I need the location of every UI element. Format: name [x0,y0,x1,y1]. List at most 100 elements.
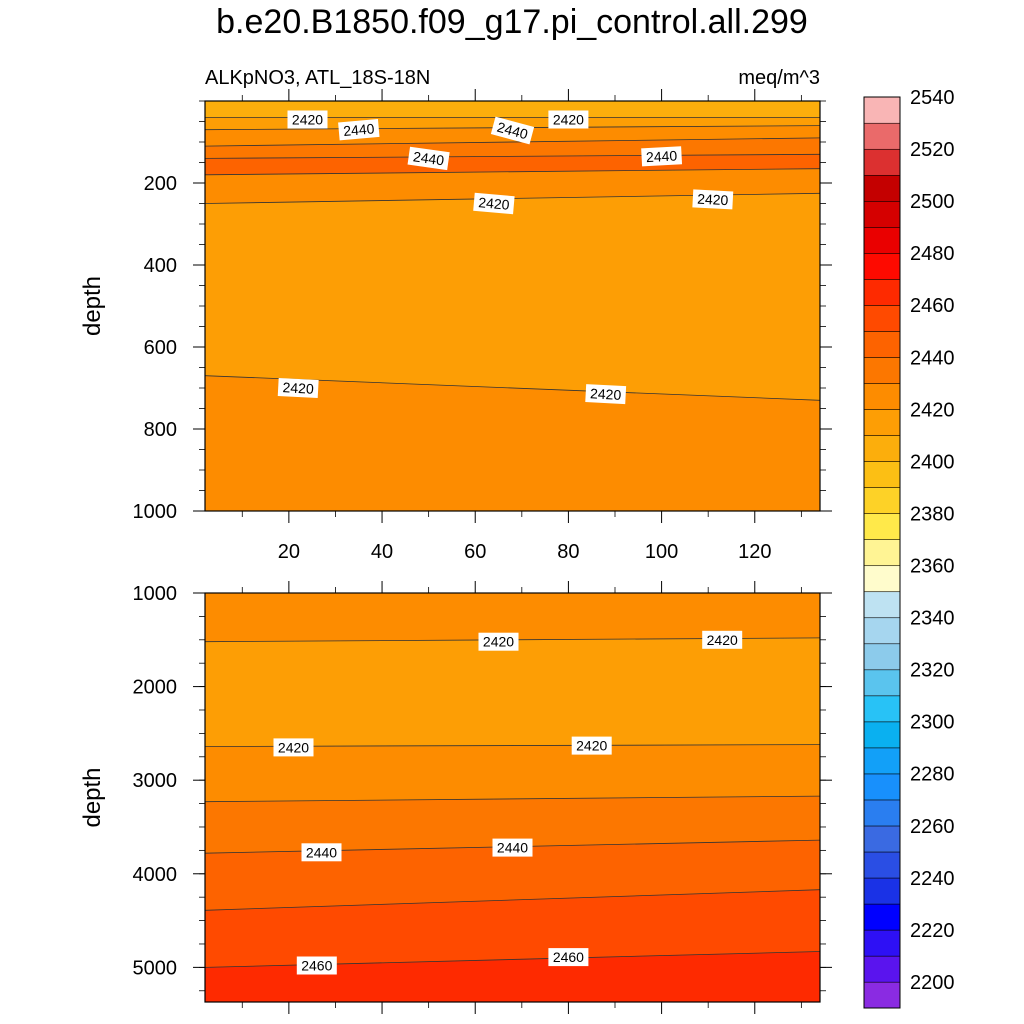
y-tick-label: 600 [144,337,177,359]
colorbar-swatch [863,148,901,176]
colorbar-swatch [863,695,901,723]
contour-label-text: 2420 [478,194,511,213]
contour-label-background [490,116,535,145]
contour-label: 2420 [702,630,743,649]
contour-label-background [548,110,589,129]
contour-line [204,168,821,176]
contour-label-text: 2420 [553,112,584,128]
colorbar-swatch [863,903,901,931]
colorbar-swatch [863,851,901,879]
contour-band-6 [205,889,820,968]
contour-band-2 [205,637,820,747]
contour-label-text: 2420 [282,379,314,397]
colorbar-swatch [863,174,901,202]
colorbar-tick-label: 2440 [910,347,955,369]
colorbar-swatch [863,877,901,905]
contour-band-6 [205,168,820,204]
colorbar-tick-label: 2240 [910,868,955,890]
contour-label-background [492,838,533,857]
colorbar-swatch [863,799,901,827]
colorbar-tick-label: 2260 [910,816,955,838]
colorbar-swatch [863,200,901,228]
contour-label: 2420 [287,110,328,129]
x-tick-label: 20 [278,541,300,563]
contour-line [204,137,821,147]
contour-label-text: 2440 [497,840,528,856]
contour-label: 2440 [407,146,450,171]
colorbar-swatch [863,330,901,358]
colorbar-tick-label: 2280 [910,764,955,786]
contour-label-background [277,377,319,399]
colorbar-swatch [863,383,901,410]
contour-band-7 [205,951,820,1002]
colorbar-tick-label: 2220 [910,920,955,942]
contour-label-background [641,146,683,167]
contour-band-1 [205,101,820,118]
lower-panel: 1000 2000 3000 4000 5000 depth 2420 2420 2420 242… [79,581,832,1014]
contour-label: 2460 [296,956,337,975]
contour-label: 2420 [692,189,734,210]
y-tick-label: 2000 [133,677,178,699]
contour-label: 2440 [641,146,683,167]
contour-line [204,889,821,911]
contour-label: 2420 [478,632,519,651]
y-tick-label: 400 [144,255,177,277]
contour-line [204,153,821,159]
colorbar-tick-label: 2420 [910,399,955,421]
contour-band-5 [205,840,820,911]
contour-label-background [296,956,337,975]
contour-line [204,795,821,803]
colorbar-swatch [863,643,901,671]
x-tick-label: 40 [371,541,393,563]
colorbar-swatch [863,565,901,593]
colorbar-tick-label: 2520 [910,139,955,161]
contour-label-background [338,118,380,141]
contour-label: 2440 [492,838,533,857]
colorbar-tick-label: 2540 [910,87,955,109]
y-tick-label: 4000 [133,864,178,886]
contour-label: 2440 [338,118,380,141]
contour-label-text: 2440 [495,119,529,143]
contour-label-text: 2460 [553,949,584,965]
contour-label: 2420 [277,377,319,399]
contour-label-background [571,736,612,755]
colorbar-tick-label: 2380 [910,504,955,526]
contour-label: 2420 [571,736,612,755]
upper-panel: 200 400 600 800 1000 20 40 60 80 100 120 depth 2420 2… [79,89,832,563]
chart-title: b.e20.B1850.f09_g17.pi_control.all.299 [216,3,808,41]
contour-label: 2420 [548,110,589,129]
colorbar-swatch [863,669,901,697]
colorbar-swatch [863,773,901,801]
contour-label-text: 2420 [278,739,309,755]
x-tick-label: 120 [738,541,771,563]
colorbar-tick-label: 2480 [910,243,955,265]
colorbar-tick-label: 2340 [910,608,955,630]
colorbar-swatch [863,278,901,306]
plot-frame [204,592,821,1003]
units-label: meq/m^3 [738,67,820,89]
colorbar-swatch [863,825,901,853]
y-tick-label: 200 [144,173,177,195]
colorbar-tick-label: 2500 [910,191,955,213]
contour-label-background [585,384,627,405]
contour-label: 2420 [473,192,515,215]
contour-label: 2420 [273,738,314,757]
colorbar-swatch [863,591,901,619]
contour-label-background [287,110,328,129]
y-tick-label: 1000 [133,583,178,605]
contour-label-background [301,843,342,862]
contour-band-1 [205,593,820,642]
contour-label-text: 2420 [590,385,622,403]
contour-label-text: 2440 [343,120,376,139]
colorbar: 2200 2220 2240 2260 2280 2300 2320 2340 2360 2380… [863,87,955,1009]
contour-label-text: 2420 [697,191,729,209]
contour-label-text: 2420 [707,632,738,648]
y-tick-label: 1000 [133,501,178,523]
contour-label-background [702,630,743,649]
colorbar-swatch [863,356,901,384]
contour-label-background [478,632,519,651]
y-axis-title: depth [79,276,106,336]
contour-label-text: 2460 [301,958,332,974]
colorbar-tick-label: 2200 [910,972,955,994]
x-tick-label: 60 [464,541,486,563]
